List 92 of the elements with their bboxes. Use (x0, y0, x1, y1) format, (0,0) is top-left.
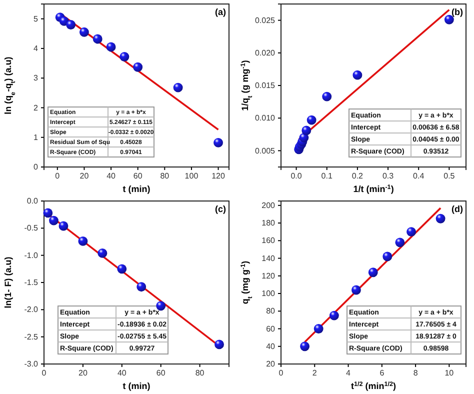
y-tick-label: 80 (266, 306, 276, 316)
y-tick-label: 160 (262, 236, 276, 246)
x-tick-label: 120 (212, 172, 226, 181)
y-tick-label: 0.015 (254, 81, 276, 90)
point (79, 27, 89, 37)
y-tick-label: 0.010 (254, 114, 276, 123)
chart-title: (a) (215, 7, 226, 17)
y-tick-label: 180 (262, 218, 276, 228)
y-tick-label: 0.0 (26, 196, 39, 206)
x-tick-label: 2 (312, 368, 318, 378)
point (92, 34, 102, 44)
point (436, 214, 446, 224)
x-tick-label: 8 (413, 368, 418, 378)
chart-title: (c) (215, 204, 226, 214)
chart-title: (b) (452, 7, 463, 17)
point (406, 227, 416, 237)
y-tick-label: 0 (34, 162, 39, 172)
x-tick-label: 0.2 (352, 172, 364, 181)
y-tick-label: 200 (262, 200, 276, 210)
point (382, 252, 392, 262)
x-tick-label: 40 (117, 368, 127, 378)
y-tick-label: 40 (266, 342, 276, 351)
x-axis-title: t$^{1/2}$ (min$^{1/2}$) (350, 380, 396, 391)
y-tick-label: -1.0 (24, 250, 39, 260)
x-tick-label: 4 (346, 368, 352, 378)
x-tick-label: 100 (184, 172, 199, 181)
x-axis-title: 1/t (min$^{-1}$) (353, 184, 394, 194)
point (106, 42, 116, 52)
y-tick-label: 1 (34, 132, 39, 142)
point (43, 208, 53, 218)
y-tick-label: -3.0 (24, 360, 39, 369)
x-tick-label: 60 (133, 172, 143, 181)
point (302, 126, 312, 136)
x-tick-label: 60 (156, 368, 166, 378)
y-tick-label: 0.020 (254, 48, 276, 58)
point (173, 82, 183, 92)
point (322, 92, 332, 102)
y-tick-label: 120 (262, 271, 276, 280)
y-tick-label: -0.5 (24, 224, 39, 233)
point (117, 264, 127, 274)
x-tick-label: 40 (106, 172, 116, 181)
x-tick-label: 0.1 (321, 172, 333, 181)
x-axis-title: t (min) (122, 184, 150, 194)
y-tick-label: 60 (266, 324, 276, 334)
y-tick-label: 5 (34, 14, 39, 24)
x-tick-label: 6 (380, 368, 385, 378)
point (395, 238, 405, 248)
y-tick-label: 0.025 (254, 16, 276, 25)
y-tick-label: 100 (262, 289, 276, 298)
x-tick-label: 0 (55, 172, 60, 181)
point (444, 14, 454, 24)
point (66, 20, 76, 30)
point (329, 310, 339, 320)
x-tick-label: 0.5 (444, 172, 456, 181)
y-axis-title: ln(1- F) (a.u) (3, 256, 13, 308)
x-tick-label: 10 (444, 368, 454, 378)
x-tick-label: 0.4 (413, 172, 425, 181)
point (156, 301, 166, 311)
x-tick-label: 0 (42, 368, 47, 378)
y-tick-label: 3 (34, 74, 39, 83)
y-tick-label: -1.5 (24, 278, 39, 288)
x-tick-label: 0.0 (290, 172, 302, 181)
y-tick-label: 0.005 (254, 146, 276, 156)
point (368, 268, 378, 278)
y-tick-label: 20 (266, 360, 276, 369)
point (300, 342, 310, 352)
y-tick-label: -2.0 (24, 305, 39, 314)
point (58, 221, 68, 231)
y-tick-label: -2.5 (24, 332, 39, 342)
point (49, 216, 58, 226)
x-tick-label: 80 (195, 368, 205, 378)
point (306, 115, 316, 125)
y-tick-label: 4 (34, 44, 39, 54)
point (133, 62, 143, 72)
point (351, 285, 361, 295)
point (214, 138, 223, 148)
point (120, 52, 130, 62)
point (136, 282, 146, 292)
y-tick-label: 2 (34, 103, 39, 112)
x-tick-label: 80 (160, 172, 170, 181)
x-tick-label: 0.3 (382, 172, 394, 181)
point (352, 70, 362, 80)
y-tick-label: 140 (262, 254, 276, 263)
x-tick-label: 20 (80, 172, 90, 181)
x-tick-label: 0 (278, 368, 284, 378)
point (78, 236, 88, 246)
point (214, 340, 224, 350)
chart-title: (d) (452, 204, 463, 214)
point (314, 324, 324, 334)
x-axis-title: t (min) (122, 381, 150, 391)
point (98, 248, 108, 258)
x-tick-label: 20 (78, 368, 88, 378)
